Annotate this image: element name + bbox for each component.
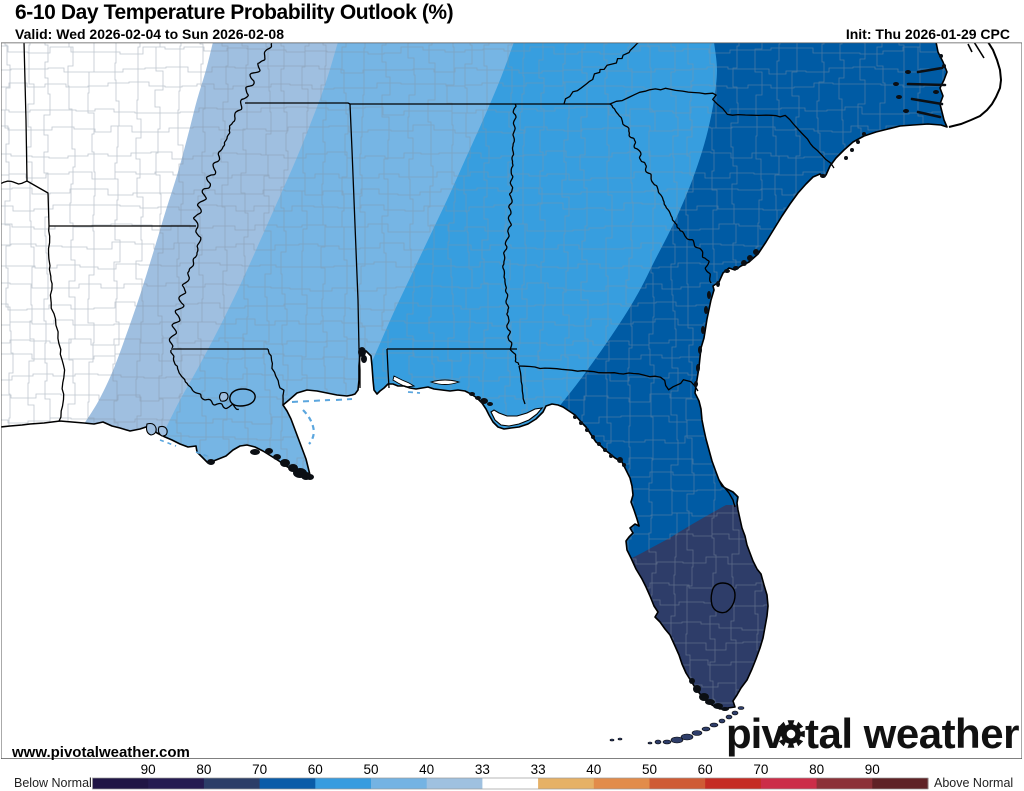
svg-text:piv: piv xyxy=(726,710,785,757)
svg-text:www.pivotalweather.com: www.pivotalweather.com xyxy=(11,744,190,761)
svg-text:70: 70 xyxy=(252,762,267,777)
svg-text:33: 33 xyxy=(475,762,490,777)
svg-text:70: 70 xyxy=(753,762,768,777)
svg-text:40: 40 xyxy=(419,762,434,777)
svg-text:50: 50 xyxy=(363,762,378,777)
svg-text:90: 90 xyxy=(141,762,156,777)
svg-text:90: 90 xyxy=(865,762,880,777)
svg-text:80: 80 xyxy=(196,762,211,777)
svg-text:Above Normal: Above Normal xyxy=(934,776,1013,790)
svg-text:80: 80 xyxy=(809,762,824,777)
svg-text:60: 60 xyxy=(698,762,713,777)
svg-text:33: 33 xyxy=(531,762,546,777)
svg-text:tal weather: tal weather xyxy=(805,710,1019,757)
svg-text:40: 40 xyxy=(586,762,601,777)
svg-text:60: 60 xyxy=(308,762,323,777)
svg-text:50: 50 xyxy=(642,762,657,777)
svg-text:Below Normal: Below Normal xyxy=(14,776,92,790)
